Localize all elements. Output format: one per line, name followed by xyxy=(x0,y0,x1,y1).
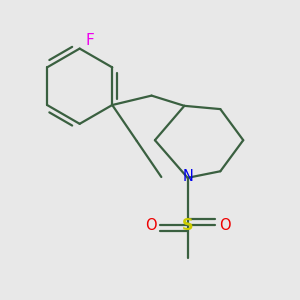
Text: S: S xyxy=(182,218,194,233)
Text: F: F xyxy=(85,33,94,48)
Text: O: O xyxy=(145,218,157,233)
Text: N: N xyxy=(182,169,193,184)
Text: O: O xyxy=(219,218,230,233)
